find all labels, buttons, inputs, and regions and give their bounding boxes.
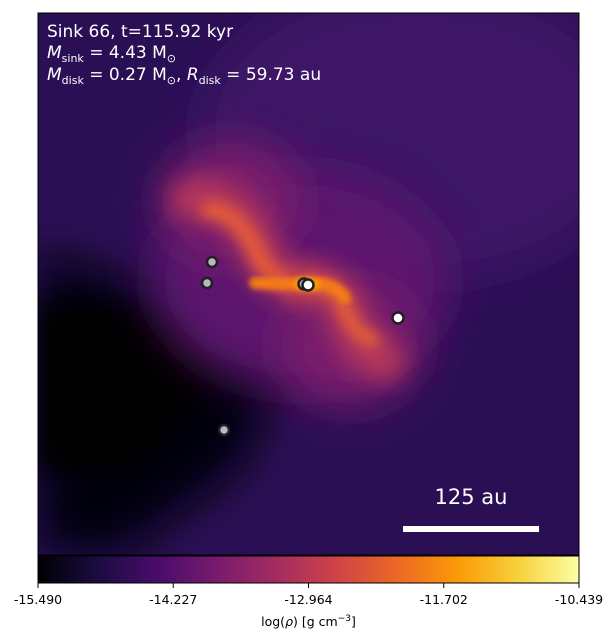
colorbar-axis-label: log(ρ) [g cm−3] xyxy=(261,614,356,629)
colorbar-tick-label: -15.490 xyxy=(14,592,62,607)
sink-lower xyxy=(217,423,231,437)
density-map: 125 au Sink 66, t=115.92 kyr Msink = 4.4… xyxy=(38,13,579,555)
colorbar-tick-label: -11.702 xyxy=(420,592,468,607)
sink-upper-left xyxy=(205,255,219,269)
map-frame xyxy=(37,12,580,556)
low-density-core xyxy=(38,300,220,470)
colorbar-tick-label: -12.964 xyxy=(284,592,332,607)
sink-right xyxy=(391,311,405,325)
colorbar-ticks xyxy=(37,583,580,588)
colorbar-tick-labels: -15.490 -14.227 -12.964 -11.702 -10.439 xyxy=(14,592,603,607)
sink-particles xyxy=(200,255,405,437)
scale-bar-label: 125 au xyxy=(435,485,508,509)
annotation-line-3: Mdisk = 0.27 M⊙, Rdisk = 59.73 au xyxy=(47,65,321,87)
annotation-line-2: Msink = 4.43 M⊙ xyxy=(47,43,176,65)
colorbar: -15.490 -14.227 -12.964 -11.702 -10.439 … xyxy=(14,555,603,629)
colorbar-tick-label: -10.439 xyxy=(555,592,603,607)
sink-center-b xyxy=(301,278,315,292)
colorbar-tick-label: -14.227 xyxy=(149,592,197,607)
colorbar-gradient xyxy=(37,555,580,584)
sink-left xyxy=(200,276,214,290)
annotation-line-1: Sink 66, t=115.92 kyr xyxy=(47,22,233,42)
scale-bar xyxy=(403,526,539,532)
